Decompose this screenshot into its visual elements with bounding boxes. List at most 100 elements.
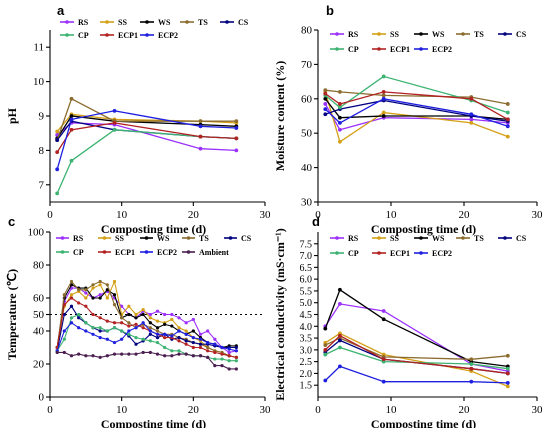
- x-tick-label: 20: [459, 404, 471, 416]
- data-point: [323, 96, 328, 101]
- data-point: [323, 102, 328, 106]
- legend-label: RS: [78, 18, 89, 27]
- series-ecp2: [323, 364, 510, 385]
- data-point: [112, 108, 117, 113]
- legend-label: TS: [474, 234, 484, 243]
- data-point: [170, 354, 174, 358]
- series-ecp2: [323, 96, 510, 129]
- data-point: [234, 345, 238, 350]
- data-point: [62, 350, 66, 355]
- data-point: [98, 355, 102, 359]
- legend-item-ecp1: ECP1: [98, 248, 135, 257]
- series-line: [325, 89, 508, 105]
- panel-letter: b: [326, 3, 334, 18]
- x-tick-label: 0: [315, 209, 321, 221]
- legend-marker: [65, 33, 69, 37]
- data-point: [105, 319, 109, 323]
- data-point: [213, 342, 217, 346]
- legend-label: CS: [516, 234, 527, 243]
- panel-d: d 0 10 20 30 1.52.02.53.03.54.04.55.05.56.06.…: [273, 214, 543, 428]
- data-point: [134, 336, 138, 340]
- y-tick-label: 70: [301, 59, 313, 71]
- data-point: [505, 380, 510, 385]
- data-point: [198, 342, 203, 346]
- data-point: [148, 312, 152, 317]
- data-point: [69, 96, 74, 101]
- data-point: [98, 326, 102, 330]
- series-line: [325, 337, 508, 360]
- legend-item-ss: SS: [372, 30, 399, 39]
- data-point: [323, 91, 328, 96]
- data-point: [155, 326, 160, 330]
- data-point: [234, 349, 238, 353]
- data-point: [77, 312, 81, 317]
- legend-item-ecp1: ECP1: [372, 249, 410, 258]
- y-axis-title: Electrical conductivity (mS·cm⁻¹): [273, 228, 287, 401]
- y-axis-title: Temperature (℃): [5, 269, 19, 360]
- data-point: [69, 316, 74, 320]
- panel-b: b 0 10 20 30 30 40 50 60 70 80 Composting time (d) M…: [273, 3, 543, 236]
- legend-marker: [503, 236, 507, 240]
- data-point: [62, 293, 66, 297]
- legend-item-ecp2: ECP2: [140, 248, 177, 257]
- x-axis-title: Composting time (d): [101, 417, 206, 428]
- x-tick-label: 10: [386, 404, 398, 416]
- y-tick-label: 4.0: [300, 322, 313, 333]
- data-point: [338, 102, 342, 106]
- data-point: [155, 319, 160, 323]
- data-point: [227, 354, 231, 358]
- y-tick-label: 2.0: [300, 369, 313, 380]
- data-point: [69, 158, 74, 163]
- data-point: [155, 329, 160, 333]
- data-point: [469, 96, 474, 101]
- data-point: [112, 293, 117, 297]
- series-cp: [55, 127, 239, 196]
- data-point: [505, 124, 510, 129]
- data-point: [323, 88, 328, 93]
- legend-label: TS: [199, 234, 209, 243]
- legend-item-ts: TS: [180, 18, 208, 27]
- panel-c: c 0 10 20 30 0 20 40 50 60 80 100 Composting time (d…: [5, 214, 271, 428]
- y-tick-label: 40: [301, 162, 313, 174]
- data-point: [170, 349, 174, 353]
- data-point: [198, 134, 203, 139]
- data-point: [120, 321, 124, 325]
- data-point: [62, 303, 66, 307]
- legend: RS SS WS TS CS CP ECP1 ECP2: [330, 234, 527, 258]
- legend-marker: [335, 251, 339, 255]
- legend-marker: [228, 236, 233, 240]
- data-point: [77, 326, 81, 330]
- legend-item-rs: RS: [330, 234, 359, 243]
- y-tick-label: 9: [39, 111, 45, 123]
- data-point: [220, 357, 224, 361]
- x-tick-label: 20: [188, 209, 200, 221]
- legend-marker: [335, 32, 339, 36]
- data-point: [62, 337, 66, 341]
- x-tick-label: 0: [47, 209, 53, 221]
- data-point: [505, 117, 510, 122]
- data-point: [177, 352, 181, 356]
- series-line: [324, 288, 508, 368]
- data-point: [148, 316, 152, 320]
- data-point: [112, 120, 117, 125]
- x-axis-title: Composting time (d): [371, 222, 476, 236]
- data-point: [338, 287, 342, 292]
- data-point: [127, 304, 131, 308]
- data-point: [69, 127, 74, 132]
- data-point: [234, 148, 239, 153]
- data-point: [227, 350, 231, 355]
- data-point: [220, 352, 224, 356]
- data-point: [184, 352, 188, 356]
- y-tick-label: 40: [33, 326, 45, 338]
- data-point: [148, 326, 152, 330]
- y-tick-label: 80: [33, 260, 45, 272]
- x-tick-label: 30: [532, 209, 544, 221]
- y-tick-label: 11: [33, 42, 44, 54]
- legend-marker: [144, 250, 149, 254]
- data-point: [191, 329, 195, 333]
- legend-item-rs: RS: [330, 30, 359, 39]
- series-ts: [323, 336, 510, 362]
- data-point: [227, 347, 231, 351]
- data-point: [55, 167, 60, 172]
- x-tick-label: 20: [459, 209, 471, 221]
